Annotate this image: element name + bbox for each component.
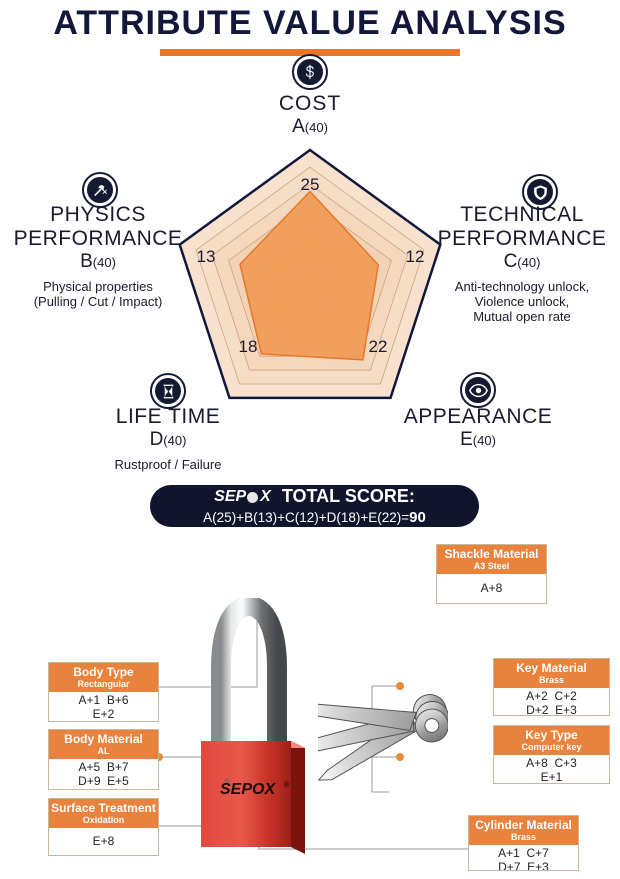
svg-text:®: ® — [284, 781, 290, 789]
svg-text:SEPOX: SEPOX — [220, 781, 276, 798]
